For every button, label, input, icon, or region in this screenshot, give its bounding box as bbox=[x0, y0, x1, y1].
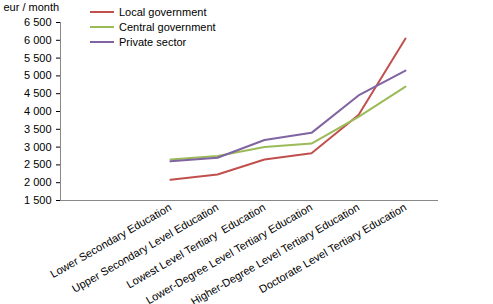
svg-text:3 500: 3 500 bbox=[24, 123, 52, 135]
svg-text:Upper Secondary Level Educatio: Upper Secondary Level Education bbox=[69, 200, 221, 295]
svg-text:eur / month: eur / month bbox=[4, 1, 60, 13]
html-text:Private sector: Private sector bbox=[119, 35, 187, 48]
svg-text:6 500: 6 500 bbox=[24, 16, 52, 28]
svg-text:1 500: 1 500 bbox=[24, 194, 52, 206]
svg-text:Doctorate Level Tertiary Educa: Doctorate Level Tertiary Education bbox=[257, 201, 408, 295]
svg-text:5 500: 5 500 bbox=[24, 52, 52, 64]
svg-text:4 500: 4 500 bbox=[24, 87, 52, 99]
svg-text:4 000: 4 000 bbox=[24, 105, 52, 117]
html-text:Central government: Central government bbox=[119, 20, 216, 33]
svg-text:2 000: 2 000 bbox=[24, 176, 52, 188]
svg-text:5 000: 5 000 bbox=[24, 69, 52, 81]
svg-text:6 000: 6 000 bbox=[24, 34, 52, 46]
svg-text:Lowest Level Tertiary Educatio: Lowest Level Tertiary Education bbox=[124, 200, 268, 291]
svg-text:Lower Secondary Education: Lower Secondary Education bbox=[48, 200, 174, 281]
svg-text:3 000: 3 000 bbox=[24, 141, 52, 153]
svg-text:2 500: 2 500 bbox=[24, 158, 52, 170]
html-text:Local government: Local government bbox=[119, 5, 207, 18]
